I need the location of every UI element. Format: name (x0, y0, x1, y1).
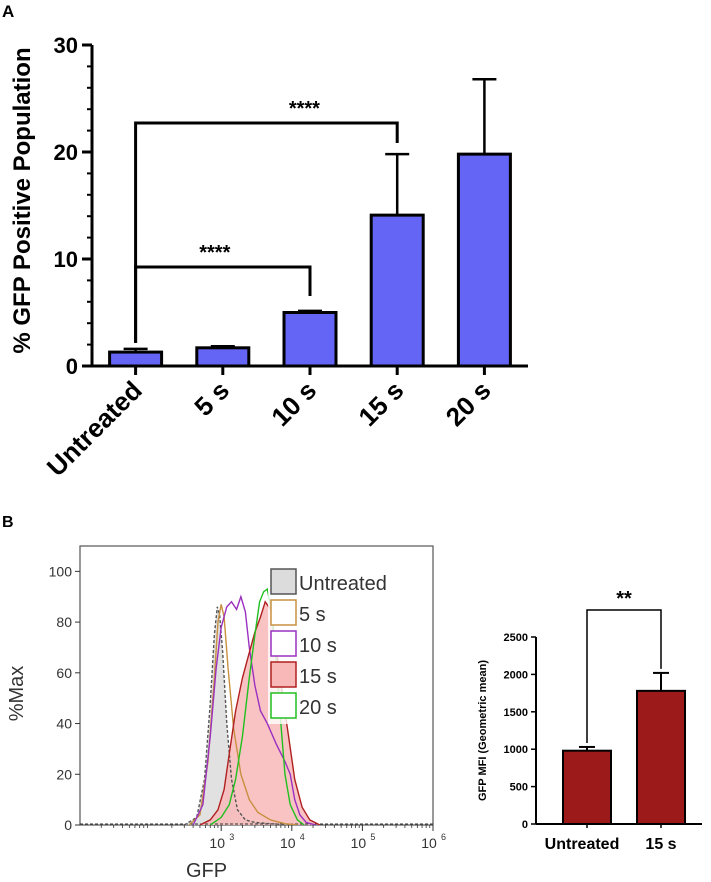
bar (195, 346, 251, 368)
panel-a-label: A (2, 2, 14, 21)
bar (369, 213, 425, 368)
x-tick-exponent: 6 (441, 832, 446, 842)
y-tick-label: 500 (510, 782, 528, 794)
histogram-line-15-s (199, 600, 321, 825)
bar (282, 311, 338, 368)
legend-label: 15 s (299, 666, 337, 688)
y-axis-label: GFP MFI (Geometric mean) (477, 660, 489, 801)
x-tick-label: 10 (351, 835, 367, 851)
legend-swatch (270, 568, 297, 595)
legend-label: 20 s (299, 697, 337, 719)
x-tick-label: Untreated (41, 375, 148, 482)
legend-label: Untreated (299, 573, 387, 595)
x-tick-label: 15 s (645, 836, 676, 853)
bar (456, 152, 512, 368)
y-tick-label: 80 (56, 614, 72, 630)
significance-label: ** (616, 588, 632, 610)
legend-swatch (270, 661, 297, 688)
y-tick-label: 20 (56, 766, 72, 782)
bar (108, 350, 164, 368)
y-axis-label: % GFP Positive Population (9, 47, 36, 353)
y-tick-label: 30 (54, 33, 78, 58)
legend-label: 10 s (299, 635, 337, 657)
panel-b-label: B (2, 514, 14, 531)
histogram-line-10-s (192, 594, 317, 825)
y-tick-label: 100 (49, 563, 73, 579)
legend-label: 5 s (299, 604, 326, 626)
y-tick-label: 0 (66, 354, 78, 379)
y-tick-label: 2500 (504, 632, 528, 644)
legend-swatch (270, 692, 297, 719)
x-tick-exponent: 3 (229, 832, 234, 842)
x-tick-exponent: 5 (370, 832, 375, 842)
x-tick-label: Untreated (545, 836, 620, 853)
bar (562, 749, 612, 825)
chart-b-mfi-bars: 0 500 1000 1500 2000 2500 GFP MFI (Geometric m… (477, 588, 702, 853)
x-tick-label: 10 s (265, 375, 322, 432)
y-tick-label: 20 (54, 140, 78, 165)
x-tick-label: 10 (421, 835, 437, 851)
y-tick-label: 60 (56, 665, 72, 681)
legend-swatch (270, 630, 297, 657)
histogram-line-untreated (183, 606, 292, 825)
histogram-fill-untreated (184, 606, 292, 825)
y-tick-label: 40 (56, 716, 72, 732)
y-tick-label: 1000 (504, 744, 528, 756)
plot-area (80, 587, 433, 825)
y-tick-label: 0 (64, 817, 72, 833)
x-axis-label: GFP (186, 860, 227, 882)
histogram-fill-15-s (199, 601, 320, 825)
legend-swatch (270, 599, 297, 626)
significance-bracket (134, 121, 399, 343)
histogram-line-20-s (209, 587, 305, 825)
x-tick-label: 15 s (352, 375, 409, 432)
significance-bracket (586, 609, 662, 743)
x-tick-label: 10 (209, 835, 225, 851)
y-tick-label: 1500 (504, 707, 528, 719)
y-axis-label: %Max (6, 666, 28, 722)
x-tick-label: 10 (280, 835, 296, 851)
chart-a: 0 10 20 30 % GFP Positive PopulationUntreate… (9, 33, 528, 482)
x-tick-label: 5 s (188, 375, 235, 422)
bar (636, 689, 686, 826)
significance-label: **** (199, 242, 230, 264)
y-tick-label: 0 (522, 819, 528, 831)
significance-label: **** (289, 98, 320, 120)
x-tick-label: 20 s (440, 375, 497, 432)
y-tick-label: 10 (54, 247, 78, 272)
x-tick-exponent: 4 (300, 832, 305, 842)
y-tick-label: 2000 (504, 669, 528, 681)
